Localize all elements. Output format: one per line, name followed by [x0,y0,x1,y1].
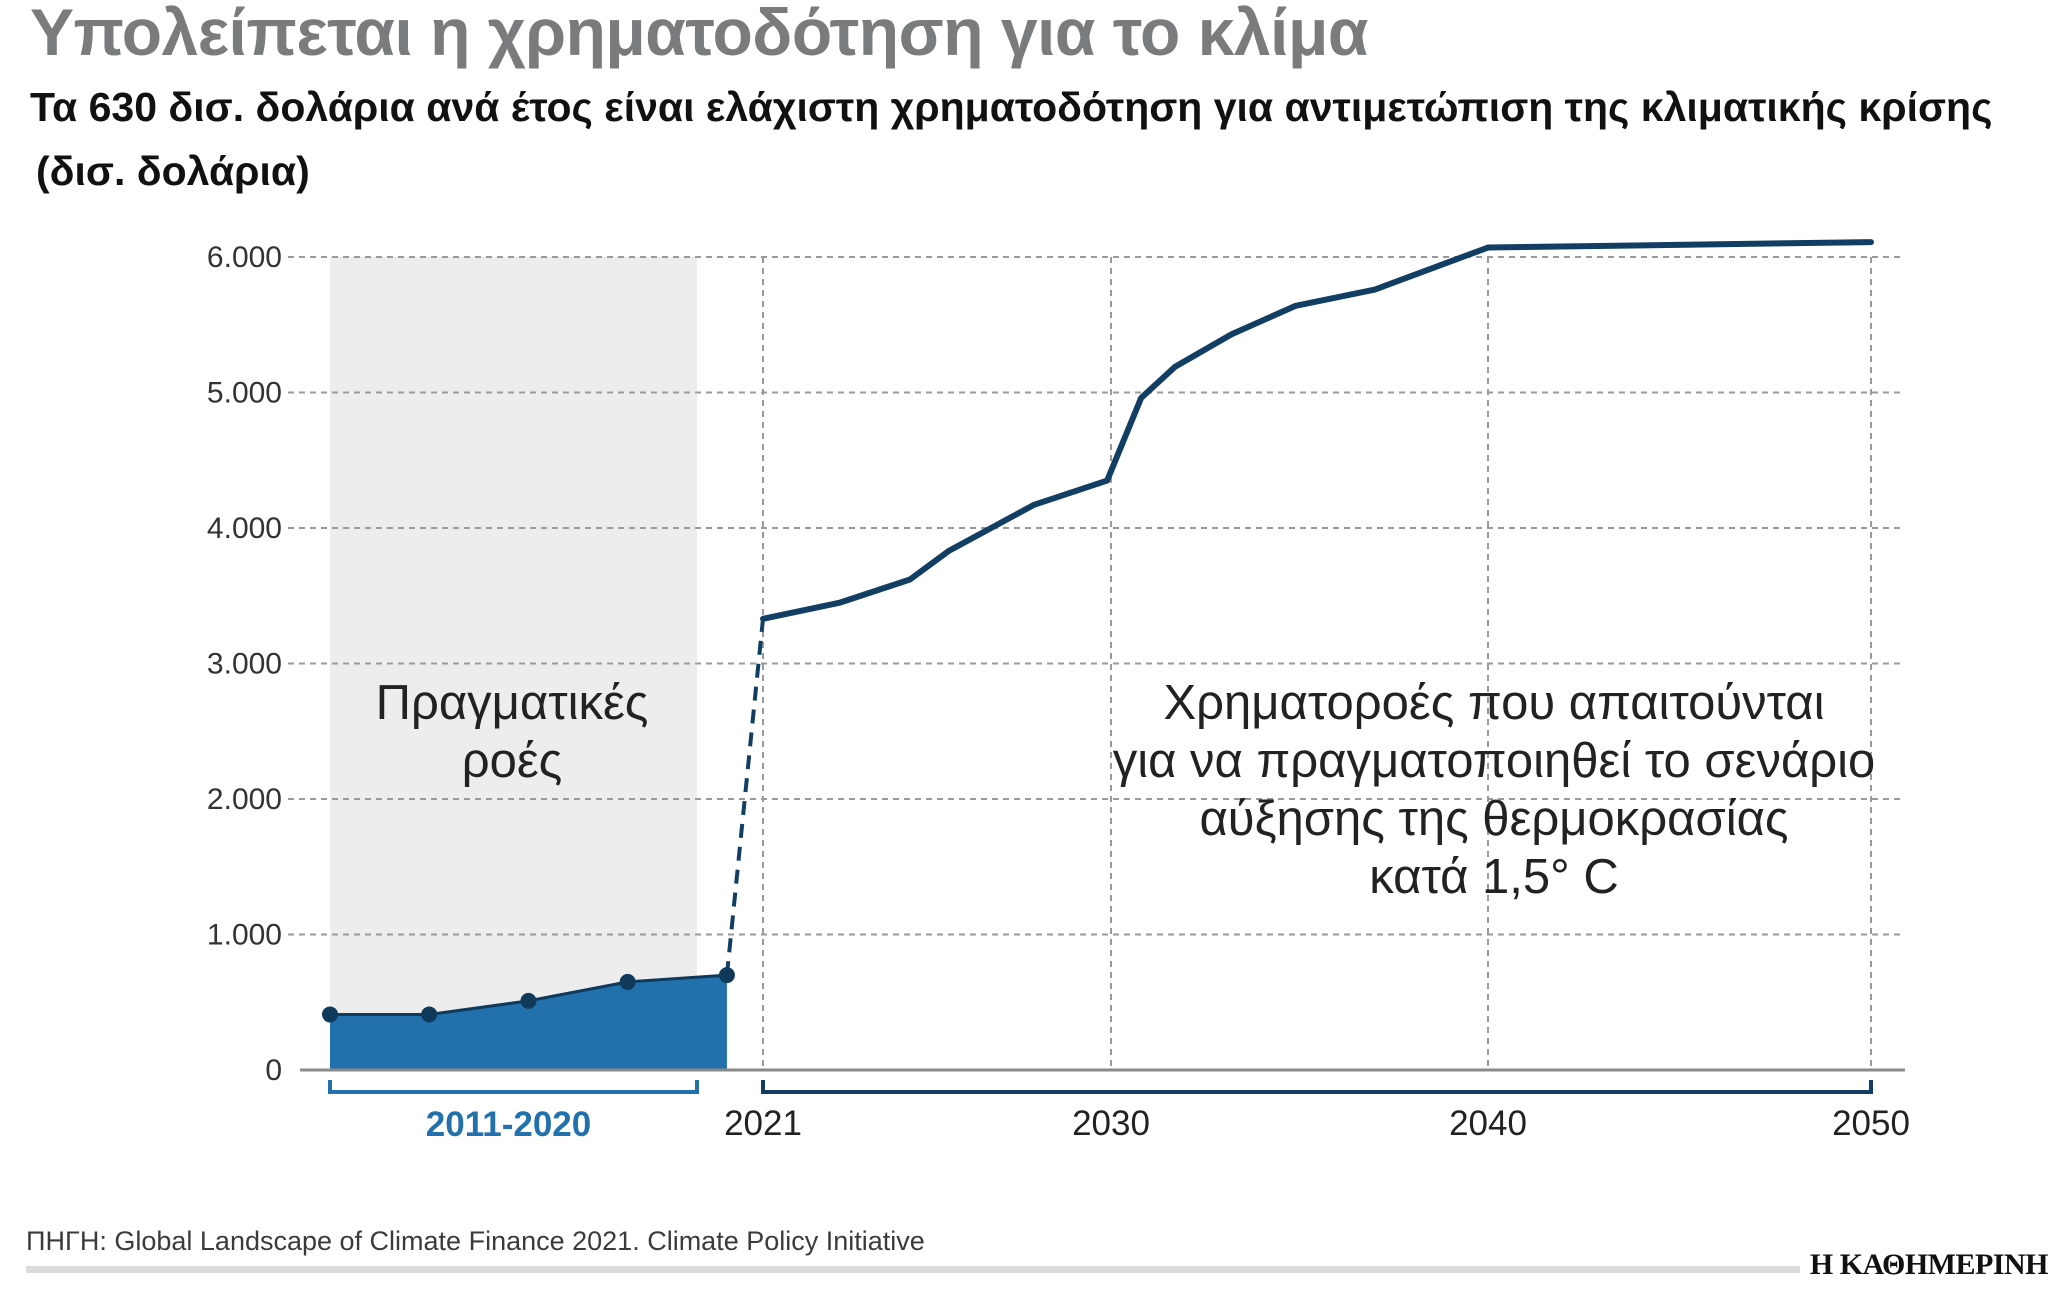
x-tick-label: 2030 [1072,1104,1150,1143]
y-tick-label: 1.000 [207,919,282,952]
actual-period-bracket [328,1080,699,1094]
y-tick-label: 2.000 [207,783,282,816]
y-tick-label: 3.000 [207,648,282,681]
actual-flow-point [520,992,537,1009]
actual-flow-point [619,973,636,990]
unit-label: (δισ. δολάρια) [36,148,310,194]
publisher-logo: Η ΚΑΘΗΜΕΡΙΝΗ [1799,1248,2048,1282]
actual-flow-point [718,967,735,984]
annotation-required-flows: κατά 1,5° C [1369,850,1619,904]
footer-divider [26,1266,1826,1273]
chart-subtitle: Τα 630 δισ. δολάρια ανά έτος είναι ελάχι… [30,84,1993,130]
required-flows-line [760,239,1874,622]
annotation-actual-flows: Πραγματικές [376,676,649,730]
actual-flow-point [322,1006,338,1023]
x-tick-label: 2050 [1832,1104,1910,1143]
actual-flow-point [421,1006,438,1023]
x-tick-label: 2040 [1449,1104,1527,1143]
annotation-required-flows: αύξησης της θερμοκρασίας [1199,792,1788,846]
x-tick-label: 2021 [724,1104,802,1143]
period-label-2011-2020: 2011-2020 [426,1105,591,1144]
y-tick-label: 6.000 [207,241,282,274]
chart-title: Υπολείπεται η χρηματοδότηση για το κλίμα [30,0,1368,69]
y-tick-label: 4.000 [207,512,282,545]
annotation-required-flows: για να πραγματοποιηθεί το σενάριο [1113,734,1876,788]
y-tick-label: 0 [265,1054,282,1087]
annotation-actual-flows: ροές [462,734,563,788]
connector-dashed-line [724,618,765,976]
required-period-bracket [761,1080,1873,1094]
annotation-required-flows: Χρηματοροές που απαιτούνται [1164,676,1825,730]
source-note: ΠΗΓΗ: Global Landscape of Climate Financ… [26,1226,925,1256]
y-tick-label: 5.000 [207,377,282,410]
actual-flows-area [330,975,727,1070]
